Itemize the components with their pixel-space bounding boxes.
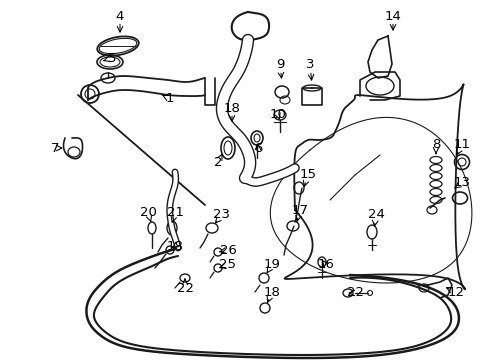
Text: 7: 7 [51,141,59,154]
Text: 18: 18 [223,102,240,114]
Text: 13: 13 [452,176,469,189]
Text: 24: 24 [367,208,384,221]
Text: 22: 22 [347,287,364,300]
Text: 12: 12 [447,285,464,298]
Text: 9: 9 [275,58,284,72]
Text: 21: 21 [166,207,183,220]
Text: 4: 4 [116,9,124,22]
Text: 20: 20 [139,207,156,220]
Text: 17: 17 [291,203,308,216]
Text: 8: 8 [431,139,439,152]
Text: 16: 16 [317,258,334,271]
Ellipse shape [99,39,137,54]
Text: 6: 6 [253,141,262,154]
Text: 5: 5 [107,51,116,64]
Text: 2: 2 [213,156,222,168]
Text: 1: 1 [165,93,174,105]
Text: 19: 19 [263,258,280,271]
Text: 23: 23 [213,208,230,221]
Text: 10: 10 [269,108,286,122]
Text: 18: 18 [166,239,183,252]
Text: 22: 22 [176,282,193,294]
Text: 14: 14 [384,9,401,22]
Text: 3: 3 [305,58,314,72]
Text: 26: 26 [219,243,236,256]
Text: 18: 18 [263,285,280,298]
Text: 25: 25 [219,258,236,271]
Text: 11: 11 [452,139,469,152]
Text: 15: 15 [299,168,316,181]
